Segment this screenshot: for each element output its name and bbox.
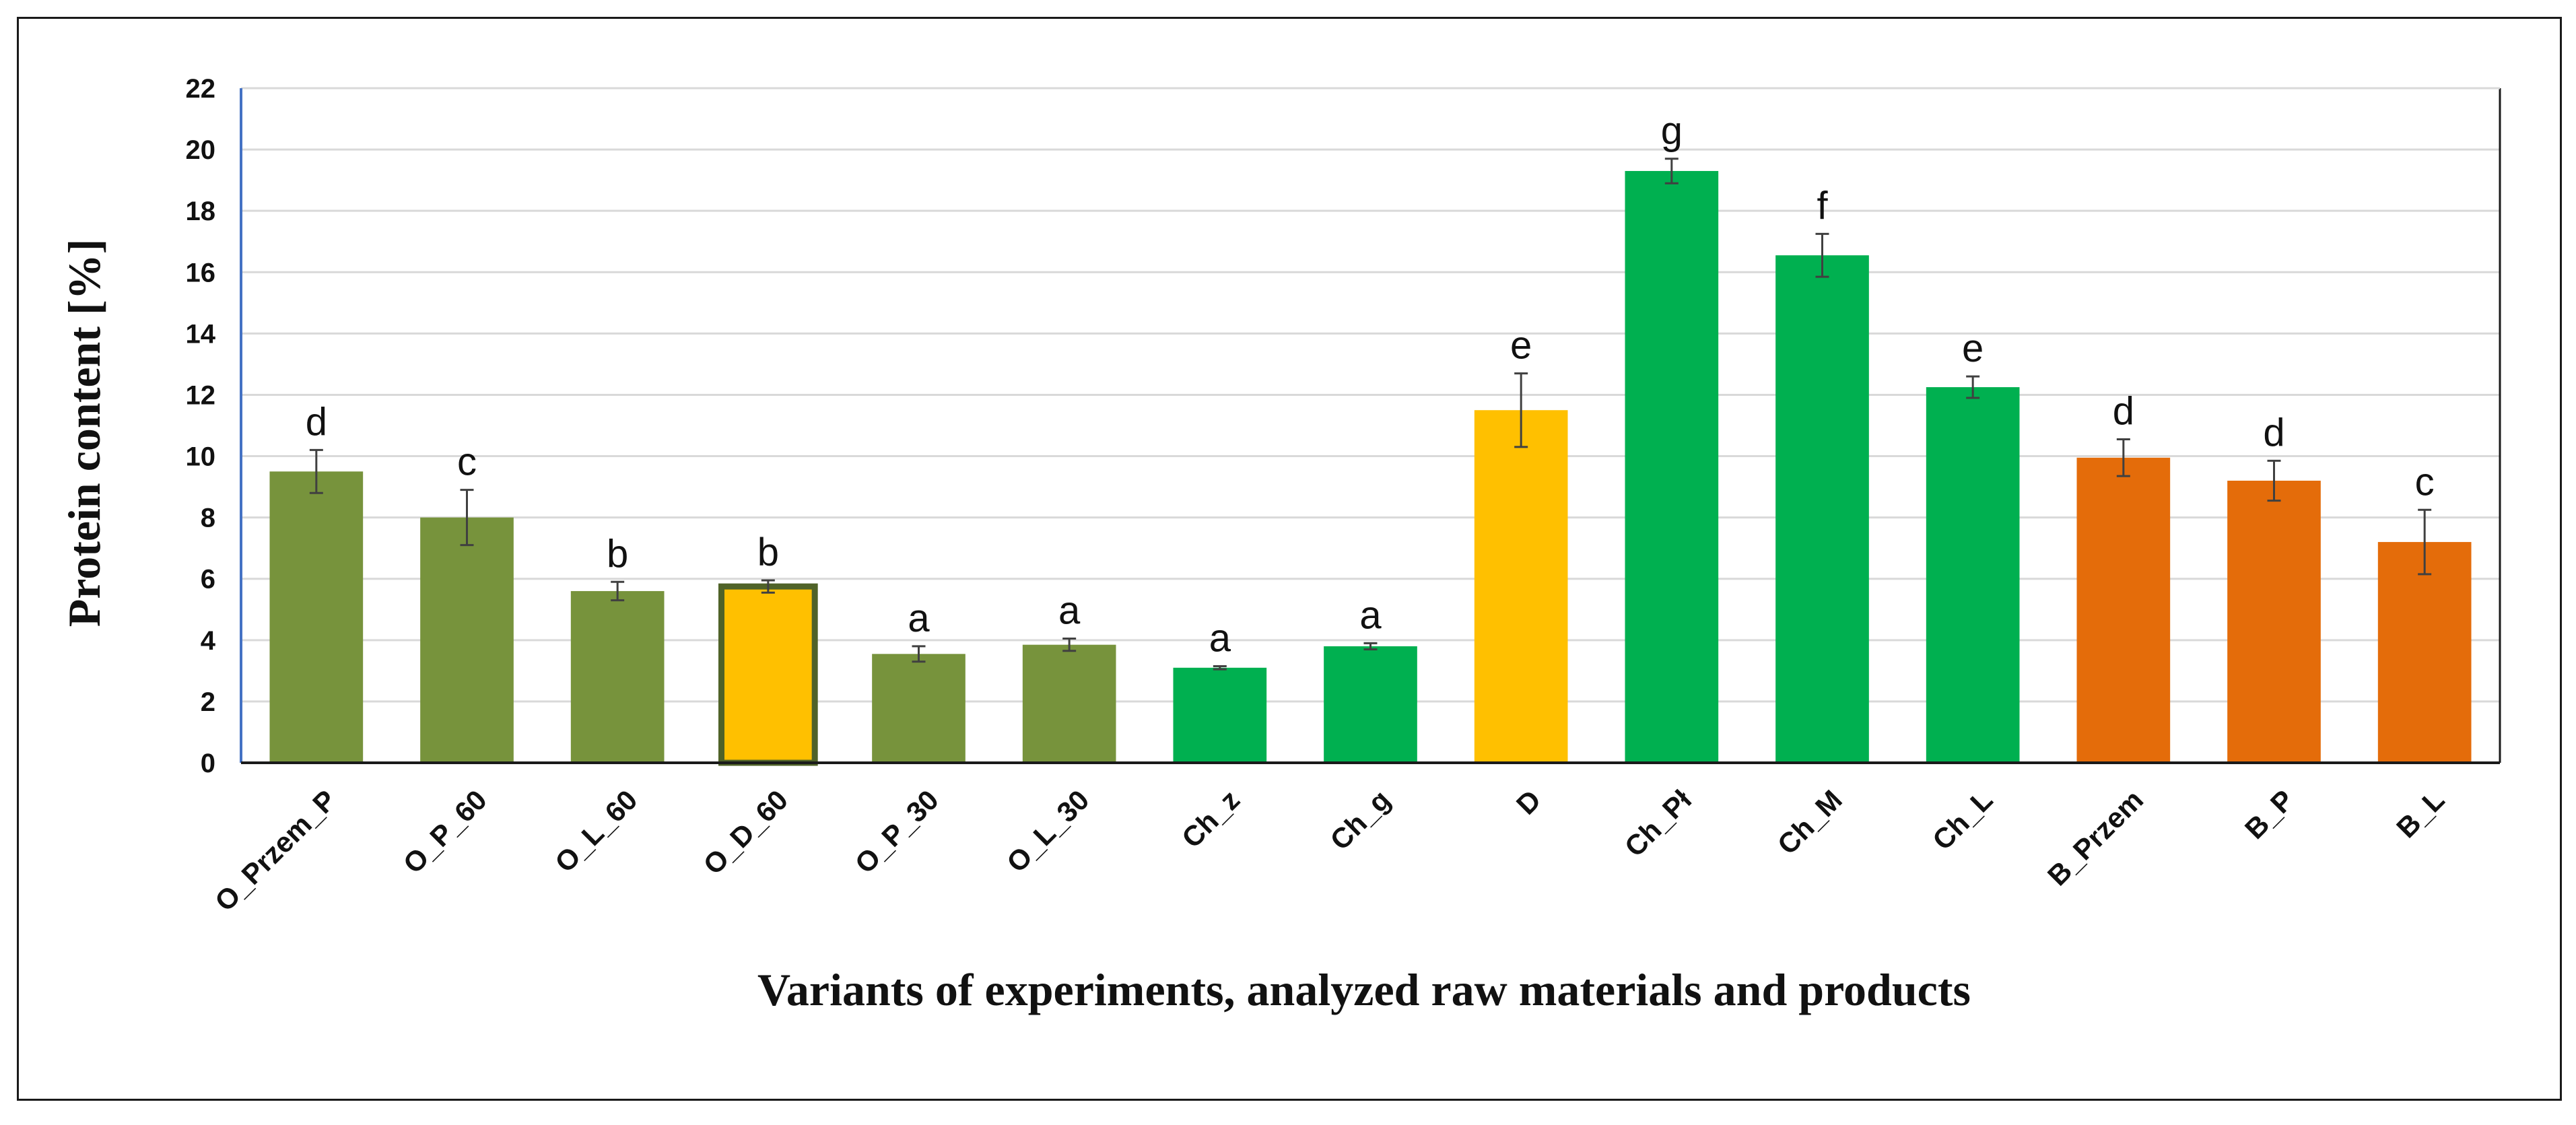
x-tick-label: O_Przem_P: [209, 784, 342, 917]
significance-letter: e: [1510, 324, 1532, 368]
x-tick-label: B_Przem: [2041, 784, 2149, 891]
axes: [240, 87, 2501, 764]
x-tick-label: Ch_z: [1176, 784, 1246, 854]
bar-chart: 0 2 4 6 8 10 12 14 16 18 20 22 d O_Przem_P c O_P_60 b O_L…: [59, 74, 2501, 1015]
x-tick-label: Ch_L: [1926, 784, 1998, 856]
y-tick-label: 8: [201, 504, 215, 533]
bar-d: [1474, 410, 1568, 763]
y-tick-label: 20: [186, 135, 216, 165]
y-tick-label: 4: [201, 626, 216, 656]
bar-o_przem_p: [269, 471, 364, 763]
significance-letter: c: [457, 440, 477, 484]
y-axis-title: Protein content [%]: [59, 239, 110, 627]
bars: [269, 170, 2472, 766]
y-tick-label: 18: [186, 197, 216, 226]
y-tick-label: 2: [201, 687, 215, 717]
chart-frame: 0 2 4 6 8 10 12 14 16 18 20 22 d O_Przem_P c O_P_60 b O_L…: [17, 17, 2562, 1101]
y-tick-label: 10: [186, 442, 216, 472]
x-tick-label: Ch_M: [1771, 784, 1848, 860]
bar-ch_pł: [1625, 170, 1719, 763]
x-tick-label: O_P_30: [849, 784, 945, 879]
significance-letter: g: [1661, 109, 1683, 153]
significance-letter: d: [2263, 411, 2284, 454]
y-tick-label: 12: [186, 380, 216, 410]
significance-letter: f: [1817, 184, 1828, 228]
bar-ch_l: [1926, 387, 2020, 763]
bar-ch_z: [1173, 667, 1267, 763]
bar-o_l_60: [570, 590, 665, 763]
x-tick-label: O_D_60: [697, 784, 794, 881]
y-tick-label: 16: [186, 258, 216, 287]
y-tick-label: 6: [201, 565, 215, 594]
significance-letter: b: [757, 531, 779, 574]
x-tick-label: O_P_60: [397, 784, 493, 879]
x-tick-label: O_L_30: [1001, 784, 1095, 879]
significance-letter: a: [1359, 593, 1382, 637]
x-tick-label: B_L: [2390, 784, 2450, 844]
x-tick-label: D: [1510, 784, 1547, 821]
y-tick-label: 22: [186, 74, 216, 104]
bar-o_p_30: [872, 654, 965, 763]
x-tick-label: O_L_60: [549, 784, 644, 879]
y-tick-label: 0: [201, 749, 215, 778]
significance-letter: d: [2113, 389, 2134, 433]
significance-letter: b: [607, 532, 628, 576]
x-tick-label: Ch_Pł: [1619, 784, 1698, 863]
x-tick-label: Ch_g: [1324, 784, 1396, 856]
bar-b_p: [2227, 480, 2321, 763]
significance-letter: d: [306, 400, 327, 444]
bar-ch_m: [1775, 255, 1869, 763]
significance-letter: e: [1962, 327, 1984, 370]
significance-letter: a: [1058, 589, 1081, 633]
bar-o_d_60: [718, 583, 818, 766]
significance-letter: c: [2415, 460, 2435, 504]
x-tick-label: B_P: [2239, 784, 2300, 845]
bar-b_przem: [2076, 457, 2171, 763]
bar-b_l: [2377, 542, 2472, 763]
bar-ch_g: [1324, 646, 1417, 763]
significance-letter: a: [1209, 617, 1231, 660]
x-axis-title: Variants of experiments, analyzed raw ma…: [757, 964, 1971, 1015]
significance-letter: a: [908, 596, 930, 640]
y-tick-label: 14: [186, 319, 216, 349]
bar-o_l_30: [1022, 644, 1116, 763]
bar-o_p_60: [420, 517, 514, 763]
error-bars: [309, 158, 2432, 671]
